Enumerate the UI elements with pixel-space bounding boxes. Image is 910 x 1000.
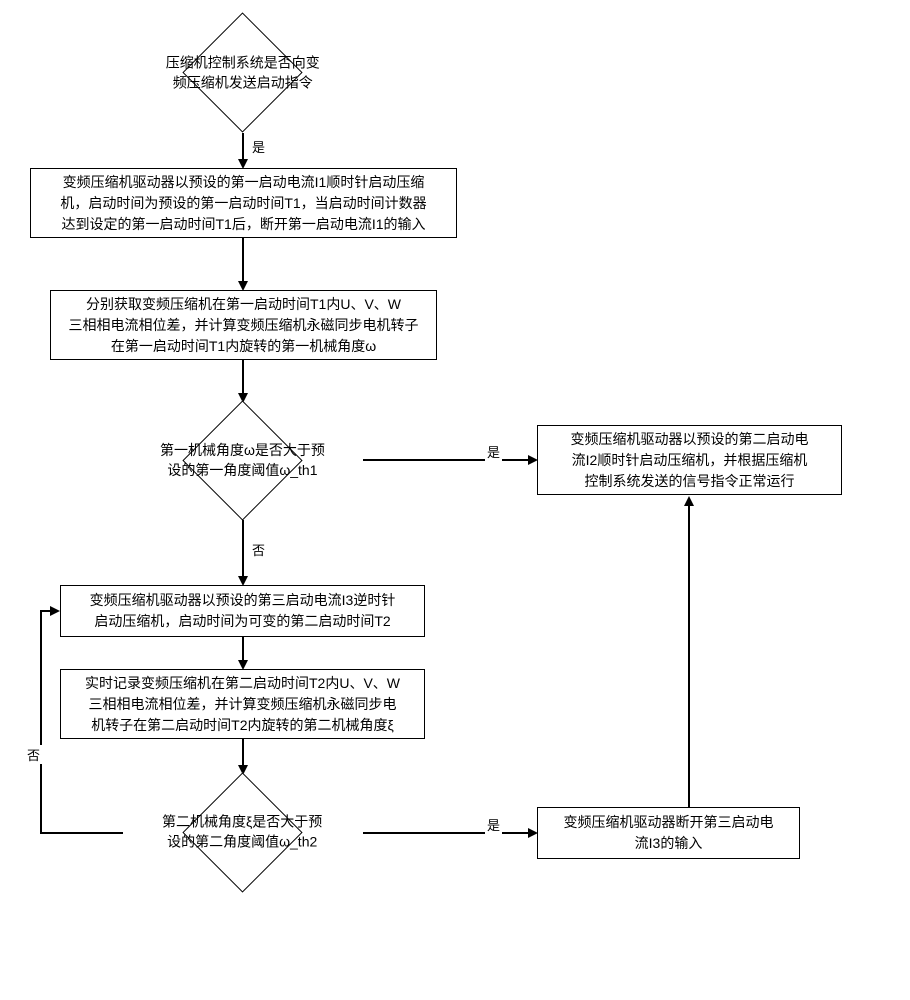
decision-start-command: 压缩机控制系统是否向变 频压缩机发送启动指令 xyxy=(182,12,302,132)
edge-d3-loop-h xyxy=(40,832,123,834)
label-d2-no: 否 xyxy=(250,540,267,559)
process-calc-xi: 实时记录变频压缩机在第二启动时间T2内U、V、W 三相相电流相位差，并计算变频压… xyxy=(60,669,425,739)
decision-xi-th2-text: 第二机械角度ξ是否大于预 设的第二角度阈值ω_th2 xyxy=(162,813,322,852)
label-d3-yes: 是 xyxy=(485,815,502,834)
edge-d2-r3 xyxy=(363,459,530,461)
edge-r2-d2 xyxy=(242,360,244,395)
process-start-i1-text: 变频压缩机驱动器以预设的第一启动电流I1顺时针启动压缩 机，启动时间为预设的第一… xyxy=(60,172,426,235)
process-disconnect-i3: 变频压缩机驱动器断开第三启动电 流I3的输入 xyxy=(537,807,800,859)
label-d1-yes: 是 xyxy=(250,137,267,156)
arrow-r6-r3 xyxy=(684,496,694,506)
edge-d3-loop-v xyxy=(40,611,42,833)
edge-r1-r2 xyxy=(242,238,244,283)
edge-r4-r5 xyxy=(242,637,244,662)
edge-r6-r3 xyxy=(688,505,690,807)
process-start-i2: 变频压缩机驱动器以预设的第二启动电 流I2顺时针启动压缩机，并根据压缩机 控制系… xyxy=(537,425,842,495)
edge-d3-r6 xyxy=(363,832,530,834)
process-calc-xi-text: 实时记录变频压缩机在第二启动时间T2内U、V、W 三相相电流相位差，并计算变频压… xyxy=(85,673,400,736)
process-calc-omega-text: 分别获取变频压缩机在第一启动时间T1内U、V、W 三相相电流相位差，并计算变频压… xyxy=(69,294,419,357)
process-disconnect-i3-text: 变频压缩机驱动器断开第三启动电 流I3的输入 xyxy=(564,812,774,854)
arrow-d3-loop xyxy=(50,606,60,616)
process-calc-omega: 分别获取变频压缩机在第一启动时间T1内U、V、W 三相相电流相位差，并计算变频压… xyxy=(50,290,437,360)
label-d3-no: 否 xyxy=(25,745,42,764)
process-start-i2-text: 变频压缩机驱动器以预设的第二启动电 流I2顺时针启动压缩机，并根据压缩机 控制系… xyxy=(571,429,809,492)
process-start-i3: 变频压缩机驱动器以预设的第三启动电流I3逆时针 启动压缩机，启动时间为可变的第二… xyxy=(60,585,425,637)
decision-xi-th2: 第二机械角度ξ是否大于预 设的第二角度阈值ω_th2 xyxy=(182,772,302,892)
decision-omega-th1-text: 第一机械角度ω是否大于预 设的第一角度阈值ω_th1 xyxy=(160,441,325,480)
edge-r5-d3 xyxy=(242,739,244,767)
edge-d1-r1 xyxy=(242,133,244,161)
decision-omega-th1: 第一机械角度ω是否大于预 设的第一角度阈值ω_th1 xyxy=(182,400,302,520)
label-d2-yes: 是 xyxy=(485,442,502,461)
decision-start-command-text: 压缩机控制系统是否向变 频压缩机发送启动指令 xyxy=(166,53,320,92)
process-start-i1: 变频压缩机驱动器以预设的第一启动电流I1顺时针启动压缩 机，启动时间为预设的第一… xyxy=(30,168,457,238)
edge-d2-r4 xyxy=(242,520,244,578)
process-start-i3-text: 变频压缩机驱动器以预设的第三启动电流I3逆时针 启动压缩机，启动时间为可变的第二… xyxy=(90,590,396,632)
